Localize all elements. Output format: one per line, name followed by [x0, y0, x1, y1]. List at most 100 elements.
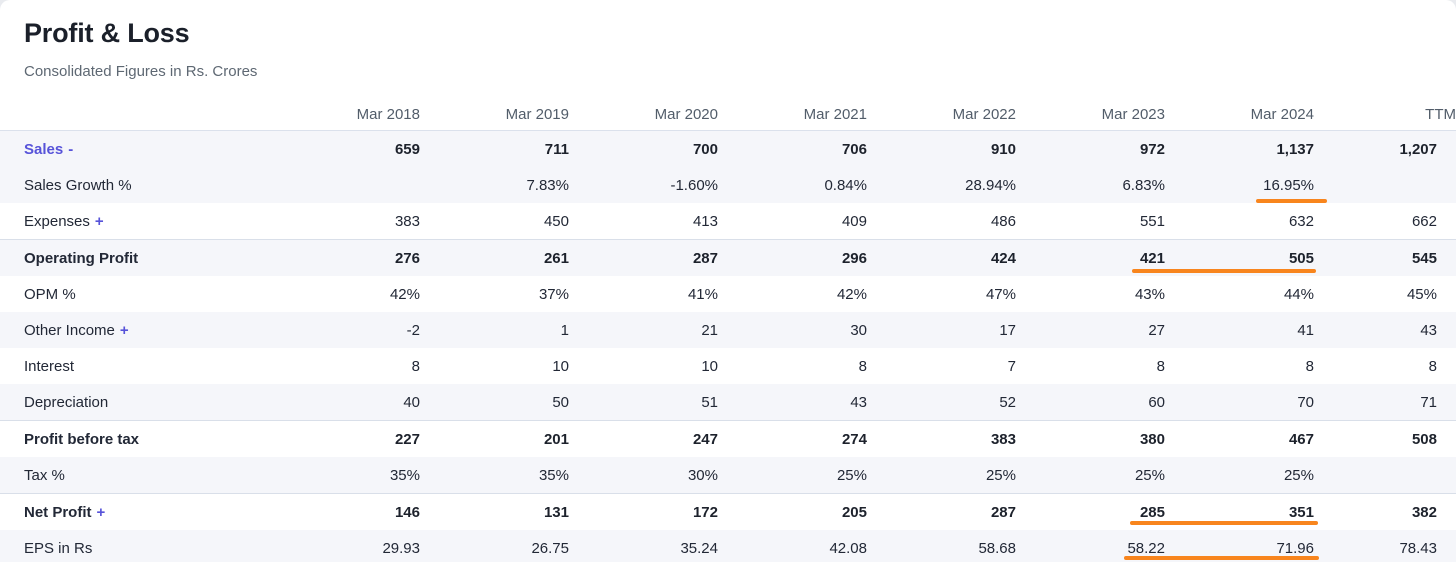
cell-sales-mar-2019: 711: [544, 140, 569, 158]
row-sales: Sales - 659 711 700 706 910 972 1,137 1,207: [0, 130, 1456, 168]
cell-sales-mar-2018: 659: [394, 140, 420, 158]
cell-tax-mar-2019: 35%: [538, 466, 569, 484]
row-label-text-opm: OPM %: [24, 285, 76, 303]
table-body: Sales -659 711 700 706 910 972 1,137 1,207 Sales …: [0, 130, 1456, 562]
cell-net-profit-mar-2018: 146: [394, 503, 420, 521]
cell-sales-growth-ttm: [1314, 167, 1456, 203]
cell-expenses-mar-2019: 450: [543, 212, 569, 230]
row-label-interest: Interest: [0, 348, 271, 384]
row-label-text-depreciation: Depreciation: [24, 393, 109, 411]
cell-sales-growth-mar-2018: [271, 167, 420, 203]
cell-depreciation-ttm: 71: [1420, 393, 1437, 411]
column-header-mar-2020: Mar 2020: [654, 105, 718, 123]
cell-operating-profit-mar-2020: 287: [692, 249, 718, 267]
cell-sales-ttm: 1,207: [1399, 140, 1437, 158]
row-tax: Tax % 35% 35% 30% 25% 25% 25% 25%: [0, 457, 1456, 494]
cell-opm-mar-2023: 43%: [1134, 285, 1165, 303]
cell-expenses-mar-2018: 383: [394, 212, 420, 230]
column-header-mar-2018: Mar 2018: [356, 105, 420, 123]
cell-sales-mar-2024: 1,137: [1276, 140, 1314, 158]
cell-opm-mar-2020: 41%: [687, 285, 718, 303]
cell-operating-profit-ttm: 545: [1411, 249, 1437, 267]
cell-tax-mar-2020: 30%: [687, 466, 718, 484]
cell-depreciation-mar-2018: 40: [403, 393, 420, 411]
cell-interest-mar-2021: 8: [858, 357, 867, 375]
row-sales-growth: Sales Growth % 7.83% -1.60% 0.84% 28.94% 6.83…: [0, 167, 1456, 203]
cell-interest-mar-2022: 7: [1007, 357, 1016, 375]
row-label-eps: EPS in Rs: [0, 530, 271, 562]
cell-interest-mar-2020: 10: [701, 357, 718, 375]
cell-other-income-mar-2023: 27: [1148, 321, 1165, 339]
row-label-tax: Tax %: [0, 457, 271, 494]
cell-profit-before-tax-mar-2023: 380: [1139, 430, 1165, 448]
row-label-text-profit-before-tax: Profit before tax: [24, 430, 140, 448]
cell-opm-mar-2024: 44%: [1283, 285, 1314, 303]
cell-profit-before-tax-mar-2022: 383: [990, 430, 1016, 448]
cell-opm-mar-2018: 42%: [389, 285, 420, 303]
row-interest: Interest 8 10 10 8 7 8 8 8: [0, 348, 1456, 384]
cell-interest-mar-2018: 8: [411, 357, 420, 375]
cell-other-income-mar-2018: -2: [406, 321, 420, 339]
row-label-text-interest: Interest: [24, 357, 75, 375]
cell-other-income-mar-2024: 41: [1297, 321, 1314, 339]
cell-tax-mar-2023: 25%: [1134, 466, 1165, 484]
table-header-row: Mar 2018 Mar 2019 Mar 2020 Mar 2021 Mar 2022…: [0, 98, 1456, 131]
row-label-text-other-income: Other Income: [24, 321, 115, 339]
cell-operating-profit-mar-2018: 276: [394, 249, 420, 267]
expand-plus-icon[interactable]: +: [119, 321, 129, 339]
cell-opm-ttm: 45%: [1406, 285, 1437, 303]
row-label-net-profit[interactable]: Net Profit +: [0, 494, 271, 531]
row-label-other-income[interactable]: Other Income +: [0, 312, 271, 348]
cell-profit-before-tax-mar-2018: 227: [394, 430, 420, 448]
row-label-operating-profit: Operating Profit: [0, 240, 271, 277]
row-label-opm: OPM %: [0, 276, 271, 312]
cell-expenses-mar-2020: 413: [692, 212, 718, 230]
row-operating-profit: Operating Profit 276 261 287 296 424 421 505 545: [0, 239, 1456, 277]
cell-sales-growth-mar-2021: 0.84%: [824, 176, 867, 194]
row-other-income: Other Income + -2 1 21 30 17 27 41 43: [0, 312, 1456, 348]
page-subtitle: Consolidated Figures in Rs. Crores: [24, 63, 258, 80]
cell-depreciation-mar-2022: 52: [999, 393, 1016, 411]
cell-operating-profit-mar-2022: 424: [990, 249, 1016, 267]
cell-tax-ttm: [1314, 457, 1456, 494]
column-header-empty: [0, 98, 271, 131]
cell-net-profit-mar-2020: 172: [692, 503, 718, 521]
cell-sales-growth-mar-2019: 7.83%: [526, 176, 569, 194]
row-label-text-sales: Sales: [24, 140, 64, 158]
cell-operating-profit-mar-2024: 505: [1288, 249, 1314, 267]
row-label-text-sales-growth: Sales Growth %: [24, 176, 132, 194]
cell-tax-mar-2018: 35%: [389, 466, 420, 484]
cell-sales-growth-mar-2022: 28.94%: [965, 176, 1016, 194]
cell-operating-profit-mar-2019: 261: [543, 249, 569, 267]
row-label-profit-before-tax: Profit before tax: [0, 421, 271, 458]
cell-expenses-mar-2022: 486: [990, 212, 1016, 230]
cell-eps-mar-2024: 71.96: [1276, 539, 1314, 557]
column-header-mar-2021: Mar 2021: [803, 105, 867, 123]
expand-plus-icon[interactable]: +: [94, 212, 104, 230]
column-header-ttm: TTM: [1425, 105, 1456, 123]
cell-net-profit-mar-2022: 287: [990, 503, 1016, 521]
cell-profit-before-tax-mar-2024: 467: [1288, 430, 1314, 448]
cell-opm-mar-2022: 47%: [985, 285, 1016, 303]
expand-plus-icon[interactable]: +: [96, 503, 106, 521]
row-net-profit: Net Profit +146 131 172 205 287 285 351 382: [0, 493, 1456, 531]
cell-tax-mar-2021: 25%: [836, 466, 867, 484]
column-header-mar-2023: Mar 2023: [1101, 105, 1165, 123]
collapse-minus-icon[interactable]: -: [68, 140, 74, 158]
row-opm: OPM % 42% 37% 41% 42% 47% 43% 44% 45%: [0, 276, 1456, 312]
cell-sales-mar-2022: 910: [990, 140, 1016, 158]
cell-expenses-ttm: 662: [1411, 212, 1437, 230]
row-label-expenses[interactable]: Expenses +: [0, 203, 271, 240]
row-label-sales[interactable]: Sales -: [0, 131, 271, 168]
highlight-underline-net-profit-mar-2023-2024: [1130, 521, 1318, 525]
cell-net-profit-mar-2023: 285: [1139, 503, 1165, 521]
column-header-mar-2024: Mar 2024: [1250, 105, 1314, 123]
cell-sales-mar-2020: 700: [692, 140, 718, 158]
cell-net-profit-ttm: 382: [1411, 503, 1437, 521]
row-label-text-tax: Tax %: [24, 466, 65, 484]
cell-interest-mar-2024: 8: [1305, 357, 1314, 375]
column-header-mar-2019: Mar 2019: [505, 105, 569, 123]
cell-tax-mar-2022: 25%: [985, 466, 1016, 484]
cell-expenses-mar-2021: 409: [841, 212, 867, 230]
